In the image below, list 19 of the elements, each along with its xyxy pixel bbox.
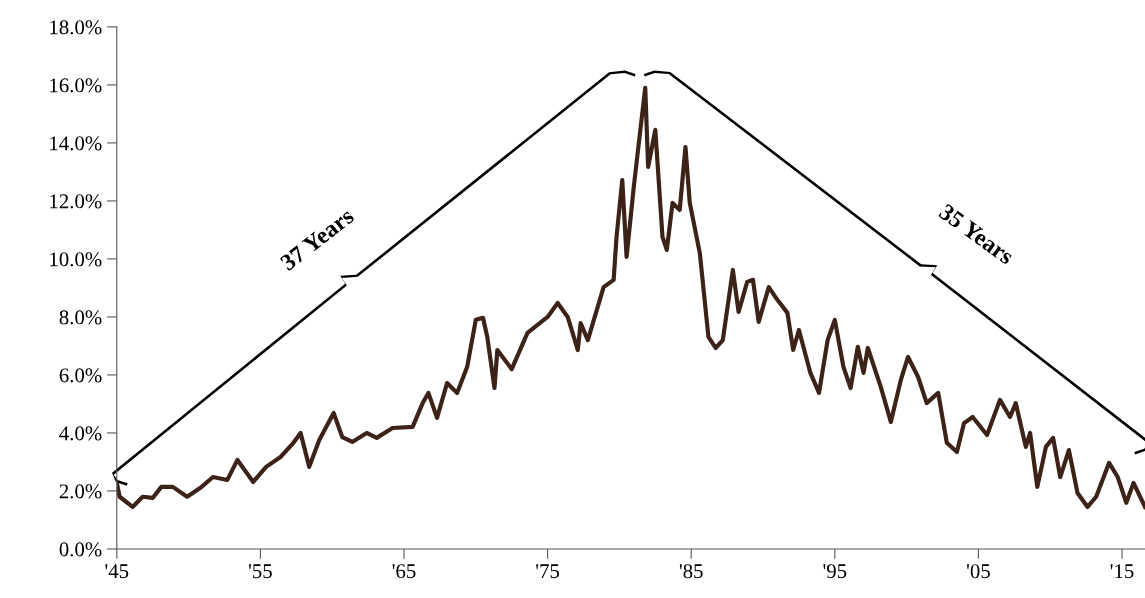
y-tick-label: 12.0% — [50, 194, 102, 209]
y-tick-label: 0.0% — [59, 542, 102, 557]
y-tick-label: 14.0% — [50, 136, 102, 151]
y-tick-label: 8.0% — [59, 310, 102, 325]
y-tick-label: 2.0% — [59, 484, 102, 499]
x-tick-label: '85 — [679, 564, 703, 579]
y-tick-label: 16.0% — [50, 78, 102, 93]
y-tick-label: 18.0% — [50, 20, 102, 35]
annotation: 37 Years — [279, 207, 355, 272]
x-tick-label: '75 — [536, 564, 560, 579]
x-tick-label: '95 — [823, 564, 847, 579]
y-tick-label: 4.0% — [59, 426, 102, 441]
x-tick-label: '55 — [248, 564, 272, 579]
y-tick-label: 6.0% — [59, 368, 102, 383]
x-tick-label: '45 — [105, 564, 129, 579]
x-tick-label: '05 — [967, 564, 990, 579]
y-tick-label: 10.0% — [50, 252, 102, 267]
x-tick-label: '65 — [392, 564, 416, 579]
x-tick-label: '15 — [1110, 564, 1134, 579]
